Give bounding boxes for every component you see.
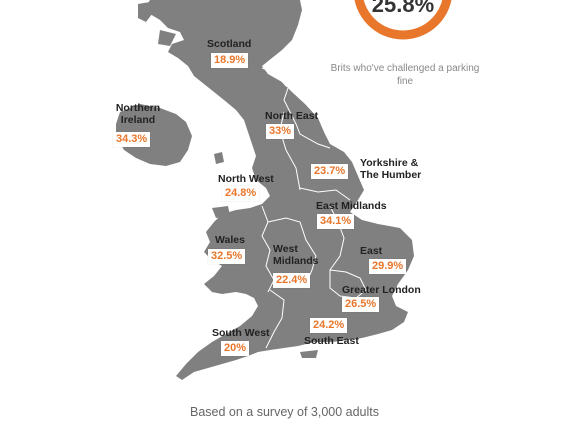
north-east-border [283,87,331,149]
west-midlands-border [267,217,317,285]
region-name-northern-ireland-text: Northern Ireland [115,102,161,126]
region-name-south-east: South East [304,335,359,347]
headline-value: 25.8% [372,0,434,17]
south-west-border [265,289,285,349]
region-name-yorkshire: Yorkshire & The Humber [360,157,434,181]
region-name-north-west: North West [218,173,274,185]
region-value-yorkshire: 23.7% [311,164,349,179]
isle-of-wight-landmass [300,350,318,358]
survey-caption: Based on a survey of 3,000 adults [189,405,379,419]
region-name-east-midlands: East Midlands [316,200,387,212]
region-value-east: 29.9% [369,259,407,274]
region-name-yorkshire-text: Yorkshire & The Humber [360,157,422,181]
region-value-south-east: 24.2% [310,318,348,333]
region-value-north-east: 33% [266,124,295,139]
headline-ring [354,0,452,40]
region-value-wales: 32.5% [208,249,246,264]
region-value-north-west: 24.8% [222,186,260,201]
region-value-scotland: 18.9% [211,53,249,68]
great-britain-landmass [146,0,414,380]
headline-caption: Brits who've challenged a parking fine [330,63,480,87]
region-name-west-midlands: West Midlands [273,243,323,267]
region-value-south-west: 20% [221,341,250,356]
region-value-east-midlands: 34.1% [317,214,355,229]
region-name-south-west: South West [212,327,270,339]
region-name-north-east: North East [265,110,319,122]
isle-of-man-landmass [214,152,224,164]
region-name-west-midlands-text: West Midlands [273,243,319,267]
yorkshire-east-midlands-border [299,187,351,201]
region-value-northern-ireland: 34.3% [113,132,151,147]
region-name-scotland: Scotland [207,38,252,50]
northern-ireland-landmass [116,104,192,166]
anglesey-landmass [212,206,230,218]
region-value-west-midlands: 22.4% [273,273,311,288]
region-name-east: East [360,245,383,257]
scotland-england-border [261,67,305,101]
region-name-greater-london: Greater London [342,284,421,296]
london-border [329,269,367,299]
headline-badge: 25.8% [354,0,452,40]
region-value-greater-london: 26.5% [342,297,380,312]
west-highland-islands [158,30,176,46]
region-name-wales: Wales [215,234,245,246]
region-name-northern-ireland: Northern Ireland [110,102,166,126]
hebrides-landmass [138,2,152,22]
